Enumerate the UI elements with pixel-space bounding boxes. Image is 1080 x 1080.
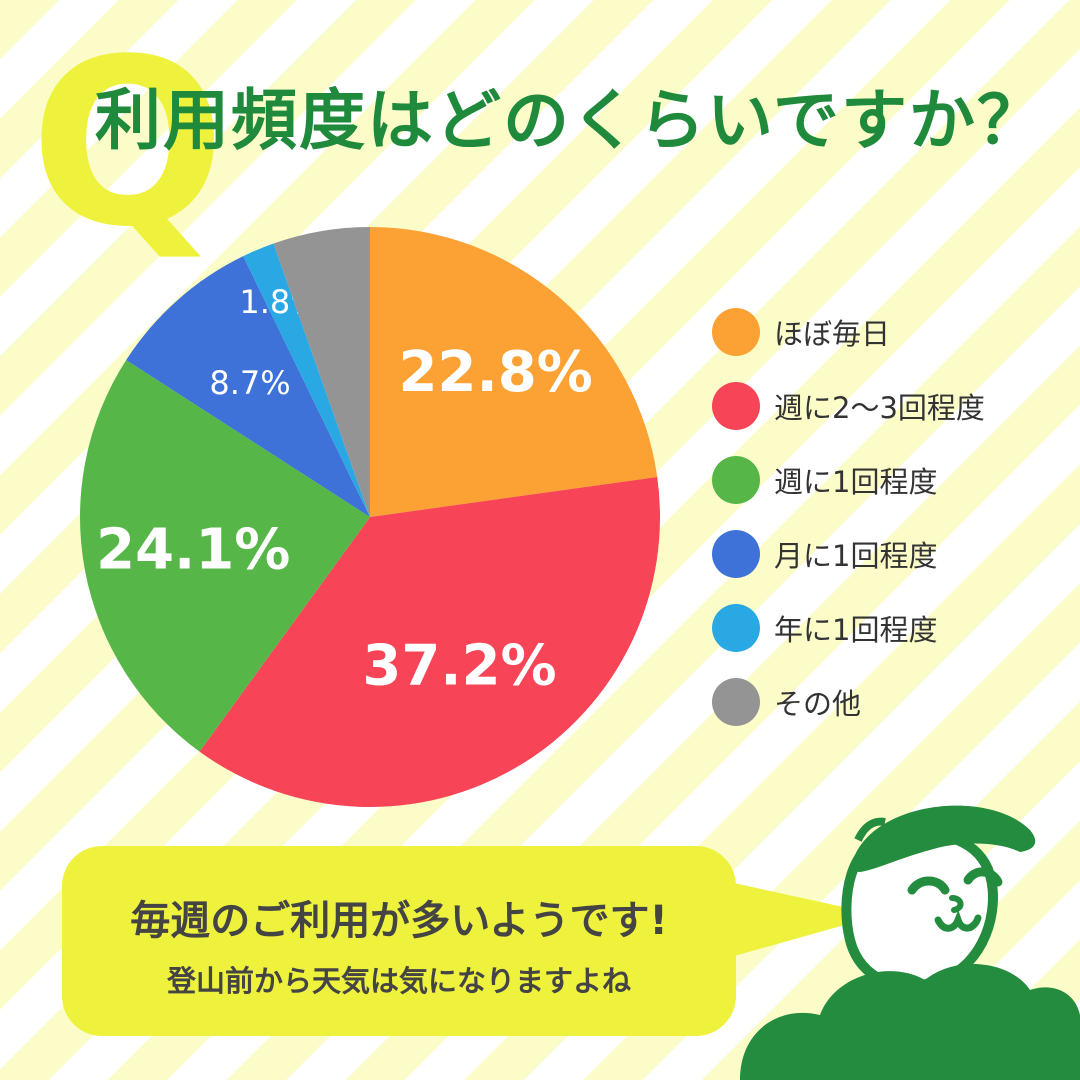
mascot-illustration <box>740 805 1080 1080</box>
mascot-bush <box>740 964 1080 1080</box>
chart-legend: ほぼ毎日 週に2〜3回程度 週に1回程度 月に1回程度 年に1回程度 その他 <box>712 308 985 752</box>
legend-swatch <box>712 382 760 430</box>
legend-item: 週に1回程度 <box>712 456 985 504</box>
legend-label: 月に1回程度 <box>774 539 938 573</box>
mascot-hair <box>852 805 1036 872</box>
bubble-headline: 毎週のご利用が多いようです! <box>130 898 668 944</box>
legend-label: 週に1回程度 <box>774 465 938 499</box>
legend-swatch <box>712 530 760 578</box>
pie-slice-label: 37.2% <box>362 634 556 699</box>
legend-item: その他 <box>712 678 985 726</box>
mascot-mouth <box>934 909 982 932</box>
legend-label: 週に2〜3回程度 <box>774 391 985 425</box>
pie-slice <box>199 477 661 808</box>
page-title: 利用頻度はどのくらいですか？ <box>95 82 1046 159</box>
legend-item: 月に1回程度 <box>712 530 985 578</box>
pie-slice-label: 8.7% <box>209 364 290 402</box>
q-mark: Q <box>30 11 226 278</box>
legend-item: 年に1回程度 <box>712 604 985 652</box>
mascot-right-eye <box>963 867 1003 887</box>
bubble-subline: 登山前から天気は気になりますよね <box>166 964 631 998</box>
mascot-left-eye <box>907 876 950 895</box>
legend-item: ほぼ毎日 <box>712 308 985 356</box>
speech-bubble: 毎週のご利用が多いようです! 登山前から天気は気になりますよね <box>62 846 736 1036</box>
mascot-nose <box>949 895 964 913</box>
legend-label: ほぼ毎日 <box>774 317 891 351</box>
legend-swatch <box>712 604 760 652</box>
pie-slice-label: 24.1% <box>96 518 290 583</box>
mascot-hair-strand <box>854 817 886 842</box>
pie-slice <box>126 256 370 517</box>
pie-slice <box>273 227 370 517</box>
pie-slice <box>79 360 371 752</box>
legend-item: 週に2〜3回程度 <box>712 382 985 430</box>
legend-swatch <box>712 308 760 356</box>
legend-swatch <box>712 456 760 504</box>
legend-label: その他 <box>774 687 862 721</box>
legend-label: 年に1回程度 <box>774 613 938 647</box>
pie-slice <box>370 227 658 517</box>
pie-slice-label: 22.8% <box>399 340 593 405</box>
pie-slice <box>243 243 370 517</box>
legend-swatch <box>712 678 760 726</box>
